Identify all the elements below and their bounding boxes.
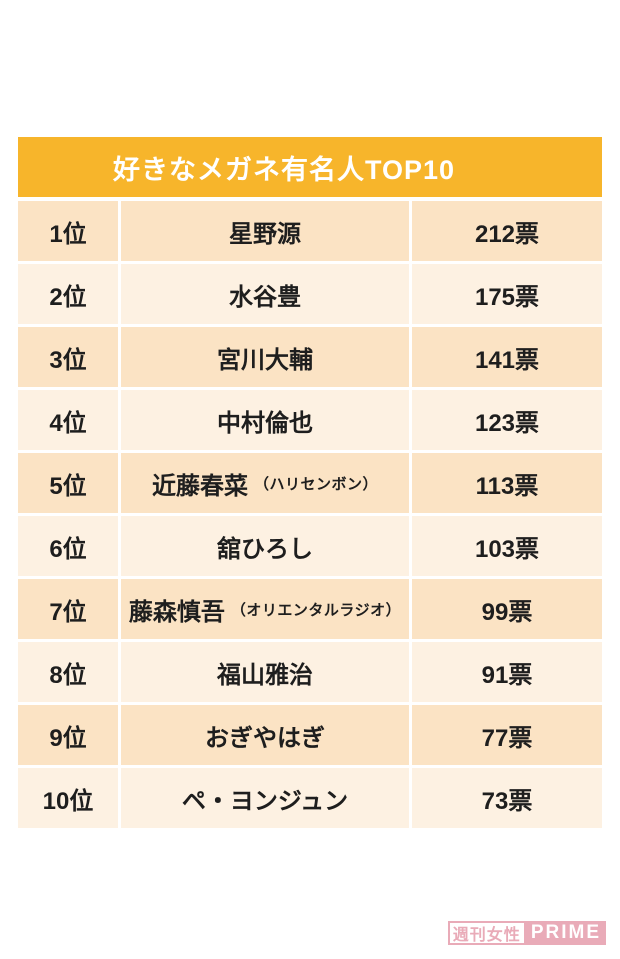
vote-count: 103票 <box>474 535 540 563</box>
name-cell: 福山雅治 <box>121 642 409 702</box>
votes-cell: 212票 <box>412 201 602 261</box>
rank-cell: 8位 <box>18 642 118 702</box>
name-cell: 水谷豊 <box>121 264 409 324</box>
watermark-brand-name: PRIME <box>525 921 606 945</box>
celebrity-name: ペ・ヨンジュン <box>181 787 349 815</box>
celebrity-group-note: （ハリセンボン） <box>253 475 378 493</box>
celebrity-name: おぎやはぎ <box>205 724 325 752</box>
table-row: 9位 おぎやはぎ 77票 <box>18 705 602 765</box>
celebrity-name: 中村倫也 <box>217 409 313 437</box>
table-row: 5位 近藤春菜 （ハリセンボン） 113票 <box>18 453 602 513</box>
rank-cell: 9位 <box>18 705 118 765</box>
votes-cell: 175票 <box>412 264 602 324</box>
table-row: 6位 舘ひろし 103票 <box>18 516 602 576</box>
name-cell: 藤森慎吾 （オリエンタルラジオ） <box>121 579 409 639</box>
rank-label: 7位 <box>49 598 87 626</box>
table-row: 3位 宮川大輔 141票 <box>18 327 602 387</box>
rank-label: 5位 <box>49 472 87 500</box>
watermark-magazine-name: 週刊女性 <box>447 921 526 945</box>
votes-cell: 141票 <box>412 327 602 387</box>
votes-cell: 113票 <box>412 453 602 513</box>
rank-cell: 4位 <box>18 390 118 450</box>
rank-label: 2位 <box>49 283 87 311</box>
rank-cell: 5位 <box>18 453 118 513</box>
celebrity-name: 水谷豊 <box>229 283 301 311</box>
table-row: 10位 ペ・ヨンジュン 73票 <box>18 768 602 828</box>
vote-count: 141票 <box>474 346 540 374</box>
table-rows: 1位 星野源 212票 2位 水谷豊 175票 3位 宮川大輔 141票 <box>18 201 602 828</box>
rank-label: 10位 <box>42 787 94 815</box>
table-row: 8位 福山雅治 91票 <box>18 642 602 702</box>
name-cell: 宮川大輔 <box>121 327 409 387</box>
table-header: 好きなメガネ有名人TOP10 <box>18 137 602 197</box>
rank-label: 1位 <box>49 220 87 248</box>
rank-label: 6位 <box>49 535 87 563</box>
rank-label: 4位 <box>49 409 87 437</box>
celebrity-name: 近藤春菜 <box>151 472 248 500</box>
celebrity-name: 星野源 <box>229 220 301 248</box>
vote-count: 212票 <box>474 220 540 248</box>
votes-cell: 77票 <box>412 705 602 765</box>
celebrity-group-note: （オリエンタルラジオ） <box>230 601 402 619</box>
vote-count: 91票 <box>481 661 533 689</box>
table-row: 1位 星野源 212票 <box>18 201 602 261</box>
name-cell: 舘ひろし <box>121 516 409 576</box>
rank-label: 8位 <box>49 661 87 689</box>
rank-label: 3位 <box>49 346 87 374</box>
vote-count: 113票 <box>475 472 539 500</box>
name-cell: 近藤春菜 （ハリセンボン） <box>121 453 409 513</box>
rank-cell: 10位 <box>18 768 118 828</box>
vote-count: 73票 <box>481 787 533 815</box>
name-cell: おぎやはぎ <box>121 705 409 765</box>
name-cell: 星野源 <box>121 201 409 261</box>
rank-label: 9位 <box>49 724 87 752</box>
vote-count: 123票 <box>474 409 540 437</box>
table-row: 7位 藤森慎吾 （オリエンタルラジオ） 99票 <box>18 579 602 639</box>
rank-cell: 3位 <box>18 327 118 387</box>
rank-cell: 7位 <box>18 579 118 639</box>
vote-count: 77票 <box>481 724 533 752</box>
rank-cell: 6位 <box>18 516 118 576</box>
rank-cell: 1位 <box>18 201 118 261</box>
ranking-table: 好きなメガネ有名人TOP10 1位 星野源 212票 2位 水谷豊 175票 3… <box>18 137 602 828</box>
table-title: 好きなメガネ有名人TOP10 <box>112 154 456 185</box>
celebrity-name: 舘ひろし <box>217 535 313 563</box>
votes-cell: 103票 <box>412 516 602 576</box>
table-row: 2位 水谷豊 175票 <box>18 264 602 324</box>
rank-cell: 2位 <box>18 264 118 324</box>
votes-cell: 99票 <box>412 579 602 639</box>
celebrity-name: 宮川大輔 <box>217 346 313 374</box>
publisher-watermark: 週刊女性 PRIME <box>447 921 606 945</box>
vote-count: 175票 <box>474 283 540 311</box>
votes-cell: 73票 <box>412 768 602 828</box>
vote-count: 99票 <box>481 598 533 626</box>
name-cell: 中村倫也 <box>121 390 409 450</box>
celebrity-name: 福山雅治 <box>217 661 313 689</box>
votes-cell: 123票 <box>412 390 602 450</box>
celebrity-name: 藤森慎吾 <box>128 598 225 626</box>
votes-cell: 91票 <box>412 642 602 702</box>
name-cell: ペ・ヨンジュン <box>121 768 409 828</box>
table-row: 4位 中村倫也 123票 <box>18 390 602 450</box>
